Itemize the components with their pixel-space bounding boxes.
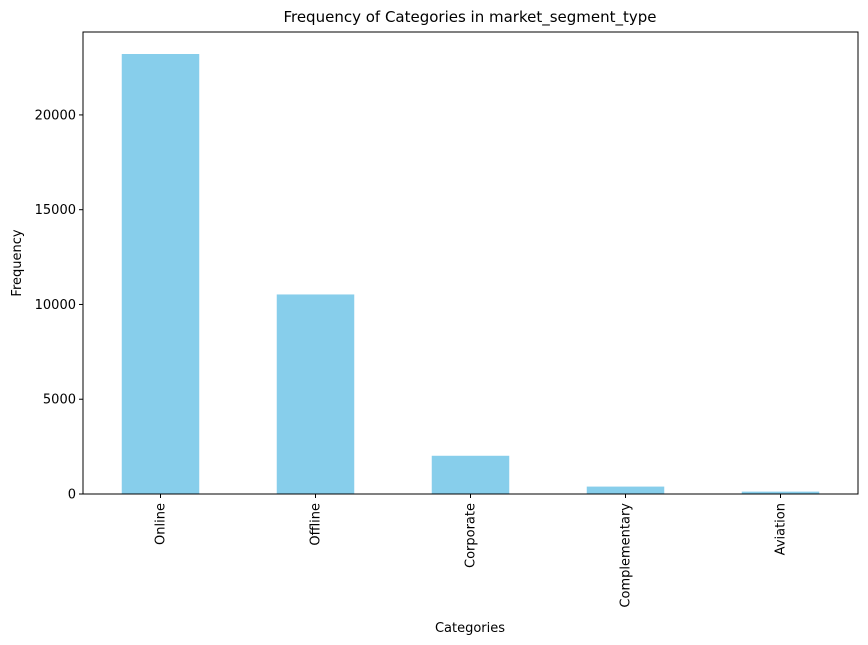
x-axis: Online Offline Corporate Complementary Aviat… — [154, 494, 789, 608]
y-tick-label: 5000 — [43, 393, 76, 408]
x-tick-label: Complementary — [619, 503, 634, 608]
y-axis: 0 5000 10000 15000 20000 — [35, 108, 83, 503]
y-axis-title: Frequency — [10, 229, 25, 296]
x-tick-label: Aviation — [774, 503, 789, 555]
bar-aviation — [741, 491, 820, 494]
y-tick-label: 10000 — [35, 298, 76, 313]
bars-group — [121, 54, 820, 494]
bar-offline — [276, 294, 355, 494]
x-tick-label: Offline — [309, 503, 324, 546]
bar-online — [121, 54, 200, 494]
y-tick-label: 20000 — [35, 108, 76, 123]
bar-corporate — [431, 455, 510, 494]
x-axis-title: Categories — [435, 621, 505, 636]
bar-complementary — [586, 486, 665, 494]
chart-title: Frequency of Categories in market_segmen… — [283, 8, 656, 27]
y-tick-label: 15000 — [35, 203, 76, 218]
y-tick-label: 0 — [68, 488, 76, 503]
x-tick-label: Online — [154, 503, 169, 545]
x-tick-label: Corporate — [464, 503, 479, 568]
